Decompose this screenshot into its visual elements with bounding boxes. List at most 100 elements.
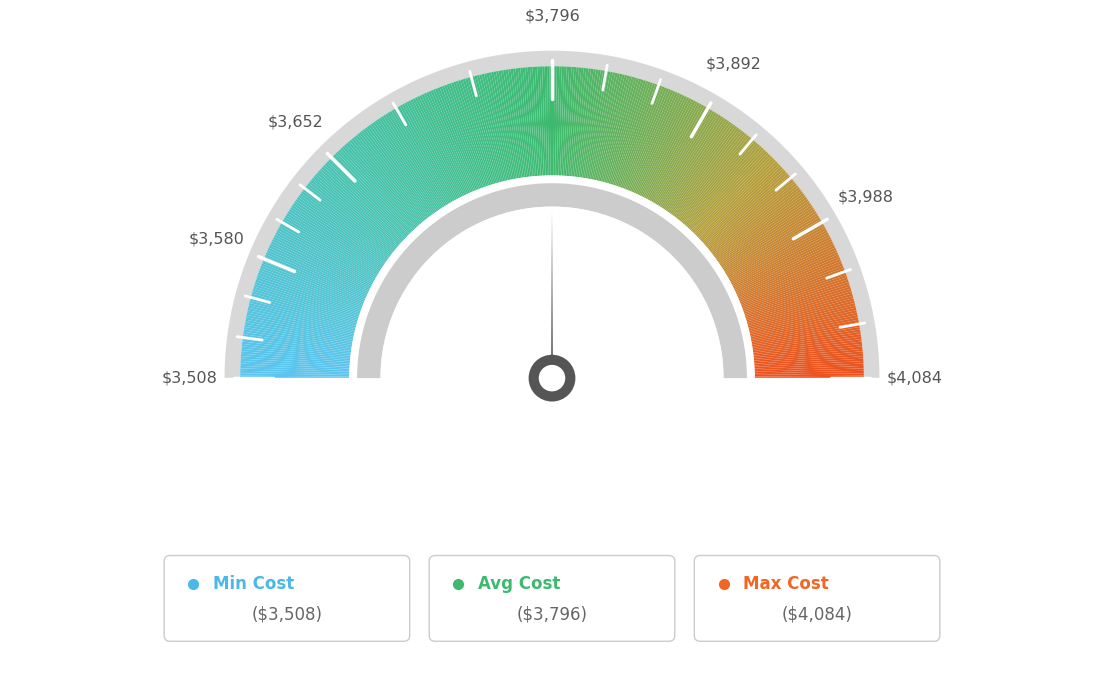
Wedge shape (269, 243, 369, 292)
Wedge shape (467, 77, 499, 183)
Wedge shape (651, 106, 707, 202)
Wedge shape (755, 373, 863, 377)
Wedge shape (259, 268, 362, 308)
Wedge shape (701, 166, 783, 242)
Wedge shape (275, 233, 373, 285)
Wedge shape (696, 157, 774, 236)
Wedge shape (245, 319, 353, 342)
Wedge shape (328, 159, 407, 237)
Wedge shape (708, 179, 794, 250)
Wedge shape (566, 67, 576, 176)
Wedge shape (741, 266, 843, 306)
Wedge shape (745, 282, 849, 317)
Wedge shape (688, 146, 762, 228)
Wedge shape (720, 203, 811, 266)
Wedge shape (637, 95, 684, 195)
Wedge shape (503, 70, 522, 178)
Wedge shape (648, 104, 702, 201)
Wedge shape (263, 259, 364, 302)
Wedge shape (460, 79, 493, 184)
Wedge shape (562, 67, 570, 176)
FancyBboxPatch shape (694, 555, 940, 641)
Wedge shape (516, 68, 530, 177)
Wedge shape (458, 80, 492, 185)
Wedge shape (320, 168, 402, 243)
Wedge shape (351, 138, 423, 223)
Wedge shape (681, 138, 753, 223)
Wedge shape (242, 348, 350, 361)
Wedge shape (750, 306, 856, 333)
Wedge shape (255, 282, 359, 317)
Wedge shape (655, 110, 713, 204)
Wedge shape (346, 143, 420, 226)
Wedge shape (552, 66, 554, 175)
Wedge shape (357, 133, 426, 220)
Wedge shape (592, 72, 615, 179)
Wedge shape (290, 207, 383, 268)
Wedge shape (325, 163, 405, 239)
Wedge shape (306, 185, 393, 254)
Wedge shape (556, 66, 562, 175)
Wedge shape (501, 70, 520, 178)
Wedge shape (699, 163, 779, 239)
Wedge shape (712, 187, 800, 255)
Wedge shape (593, 72, 617, 180)
Wedge shape (520, 68, 533, 177)
Wedge shape (448, 83, 487, 187)
Polygon shape (224, 50, 880, 378)
Wedge shape (573, 68, 586, 177)
Wedge shape (710, 183, 797, 253)
Wedge shape (620, 85, 660, 188)
Wedge shape (253, 286, 359, 320)
Wedge shape (750, 308, 857, 334)
Wedge shape (241, 375, 349, 378)
Polygon shape (357, 184, 747, 378)
Wedge shape (374, 120, 438, 211)
Text: ($4,084): ($4,084) (782, 606, 852, 624)
Wedge shape (724, 213, 818, 273)
Circle shape (529, 355, 575, 402)
Wedge shape (369, 124, 434, 214)
Wedge shape (475, 75, 503, 181)
Wedge shape (711, 185, 798, 254)
Wedge shape (721, 205, 813, 267)
Wedge shape (353, 137, 424, 222)
Wedge shape (243, 337, 351, 353)
Wedge shape (659, 114, 719, 207)
Wedge shape (274, 235, 372, 286)
Wedge shape (339, 149, 414, 230)
Wedge shape (754, 346, 862, 359)
Wedge shape (252, 293, 357, 325)
Wedge shape (299, 193, 389, 259)
Wedge shape (737, 252, 838, 297)
Wedge shape (241, 354, 350, 364)
Wedge shape (565, 67, 574, 176)
Wedge shape (732, 235, 830, 286)
Wedge shape (603, 76, 631, 182)
Wedge shape (735, 243, 835, 292)
Wedge shape (636, 94, 682, 194)
Wedge shape (753, 342, 862, 356)
Wedge shape (673, 129, 741, 217)
Wedge shape (728, 221, 822, 277)
Wedge shape (287, 211, 381, 271)
Wedge shape (550, 66, 552, 175)
Wedge shape (745, 286, 851, 320)
Wedge shape (611, 79, 644, 184)
Wedge shape (754, 354, 863, 364)
Wedge shape (342, 146, 416, 228)
Wedge shape (731, 230, 828, 284)
Wedge shape (433, 89, 476, 191)
Wedge shape (301, 191, 390, 257)
Wedge shape (242, 344, 350, 357)
Text: $3,508: $3,508 (161, 371, 217, 386)
Wedge shape (270, 241, 370, 290)
Wedge shape (581, 70, 598, 178)
Wedge shape (242, 346, 350, 359)
Wedge shape (548, 66, 551, 175)
Wedge shape (753, 334, 861, 351)
Wedge shape (518, 68, 531, 177)
Wedge shape (479, 75, 507, 181)
Wedge shape (487, 72, 511, 180)
Text: ($3,796): ($3,796) (517, 606, 587, 624)
